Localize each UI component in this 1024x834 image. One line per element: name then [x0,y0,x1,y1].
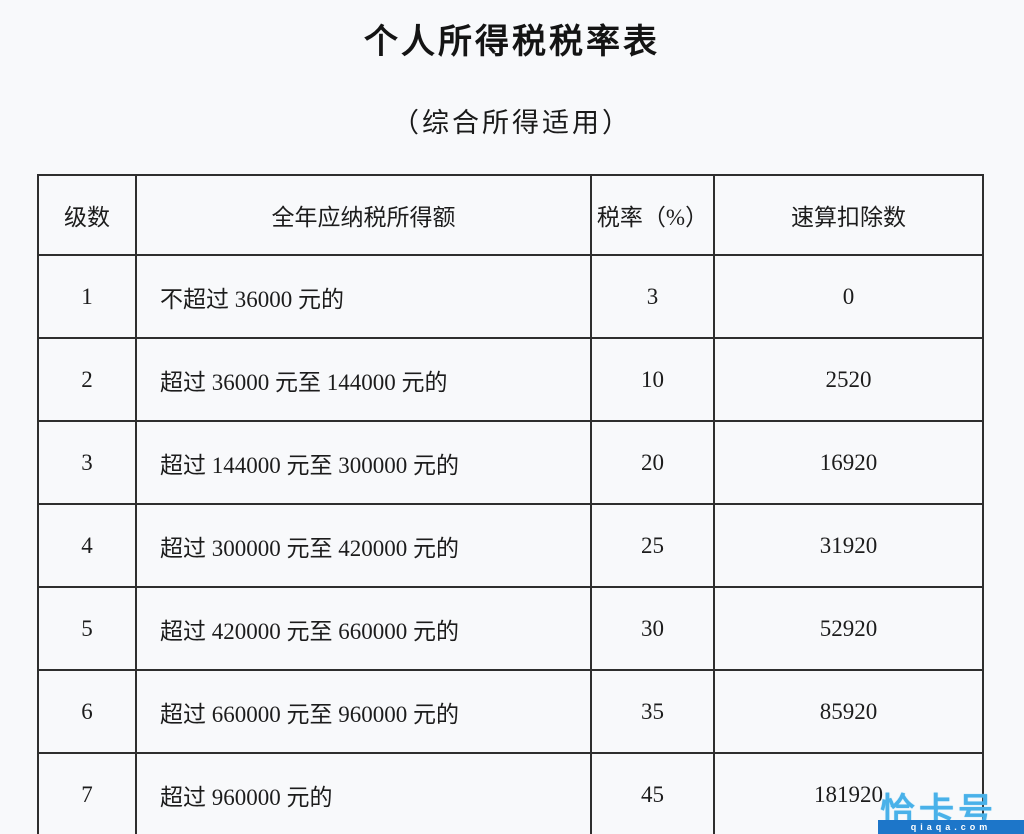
cell-income: 超过 300000 元至 420000 元的 [135,503,592,588]
cell-level: 2 [37,337,137,422]
table-row: 6 超过 660000 元至 960000 元的 35 85920 [37,669,984,754]
header-cell-level: 级数 [37,174,137,256]
header-cell-rate: 税率（%） [590,174,715,256]
watermark-domain-bar: qiaqa.com [878,820,1024,834]
cell-level: 3 [37,420,137,505]
cell-deduct: 2520 [713,337,984,422]
page-subtitle: （综合所得适用） [392,108,632,138]
cell-rate: 10 [590,337,715,422]
cell-deduct: 31920 [713,503,984,588]
cell-level: 5 [37,586,137,671]
cell-income: 超过 960000 元的 [135,752,592,834]
watermark-domain-text: qiaqa.com [910,821,992,832]
cell-rate: 25 [590,503,715,588]
cell-income: 超过 144000 元至 300000 元的 [135,420,592,505]
cell-income: 不超过 36000 元的 [135,254,592,339]
table-row: 5 超过 420000 元至 660000 元的 30 52920 [37,586,984,671]
table-row: 4 超过 300000 元至 420000 元的 25 31920 [37,503,984,588]
header-cell-deduct: 速算扣除数 [713,174,984,256]
cell-level: 4 [37,503,137,588]
cell-rate: 3 [590,254,715,339]
cell-rate: 45 [590,752,715,834]
cell-rate: 30 [590,586,715,671]
cell-deduct: 0 [713,254,984,339]
page-title: 个人所得税税率表 [364,24,660,61]
cell-level: 6 [37,669,137,754]
cell-deduct: 16920 [713,420,984,505]
cell-income: 超过 660000 元至 960000 元的 [135,669,592,754]
cell-level: 1 [37,254,137,339]
table-row: 2 超过 36000 元至 144000 元的 10 2520 [37,337,984,422]
cell-rate: 20 [590,420,715,505]
cell-rate: 35 [590,669,715,754]
cell-deduct: 85920 [713,669,984,754]
cell-income: 超过 420000 元至 660000 元的 [135,586,592,671]
table-row: 1 不超过 36000 元的 3 0 [37,254,984,339]
table-row: 3 超过 144000 元至 300000 元的 20 16920 [37,420,984,505]
header-cell-income: 全年应纳税所得额 [135,174,592,256]
cell-level: 7 [37,752,137,834]
cell-income: 超过 36000 元至 144000 元的 [135,337,592,422]
tax-rate-table: 级数 全年应纳税所得额 税率（%） 速算扣除数 1 不超过 36000 元的 3… [37,174,984,834]
table-row: 7 超过 960000 元的 45 181920 [37,752,984,834]
table-header-row: 级数 全年应纳税所得额 税率（%） 速算扣除数 [37,174,984,256]
cell-deduct: 52920 [713,586,984,671]
